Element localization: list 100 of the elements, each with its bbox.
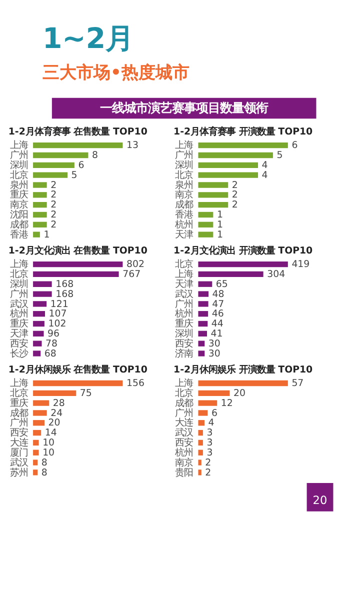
bar: [198, 162, 258, 168]
data-label: 107: [48, 308, 67, 320]
bar: [198, 440, 203, 446]
bar: [198, 400, 218, 406]
bar: [33, 350, 41, 356]
y-tick-label: 重庆: [175, 318, 194, 330]
data-label: 4: [262, 170, 268, 181]
data-label: 1: [216, 219, 223, 230]
y-tick-label: 北京: [175, 170, 194, 181]
data-label: 767: [122, 269, 141, 280]
y-tick-label: 南京: [175, 190, 194, 201]
data-label: 41: [210, 328, 223, 340]
data-label: 3: [206, 438, 213, 449]
data-label: 5: [276, 150, 283, 162]
bar: [198, 410, 208, 416]
data-label: 2: [205, 467, 212, 478]
data-label: 2: [50, 200, 57, 211]
y-tick-label: 上海: [175, 378, 194, 390]
bar: [198, 281, 212, 287]
data-label: 78: [46, 338, 58, 350]
y-tick-label: 北京: [10, 269, 28, 280]
data-label: 1: [44, 229, 50, 240]
data-label: 28: [52, 398, 65, 409]
bar: [198, 460, 202, 466]
y-tick-label: 广州: [10, 418, 28, 429]
bar: [198, 380, 288, 386]
data-label: 6: [78, 160, 84, 172]
bar: [33, 281, 52, 287]
bar: [198, 152, 273, 158]
data-label: 419: [292, 259, 310, 270]
data-label: 3: [206, 428, 213, 439]
bar: [198, 450, 203, 456]
data-label: 168: [56, 278, 74, 290]
y-tick-label: 深圳: [10, 278, 28, 290]
data-label: 1: [216, 210, 223, 221]
data-label: 75: [80, 388, 92, 399]
data-label: 2: [232, 200, 238, 211]
y-tick-label: 重庆: [10, 190, 28, 201]
y-tick-label: 大连: [175, 418, 194, 429]
data-label: 65: [216, 278, 228, 290]
y-tick-label: 天津: [175, 229, 194, 240]
data-label: 24: [50, 408, 63, 419]
data-label: 802: [126, 259, 144, 270]
data-label: 20: [48, 418, 60, 429]
y-tick-label: 广州: [10, 288, 28, 300]
y-tick-label: 杭州: [174, 219, 194, 230]
bar: [33, 301, 47, 307]
y-tick-label: 深圳: [175, 328, 194, 340]
y-tick-label: 西安: [175, 338, 194, 350]
bar: [198, 320, 208, 327]
y-tick-label: 成都: [10, 219, 28, 230]
y-tick-label: 杭州: [174, 447, 194, 458]
text: 1~2月: [42, 22, 134, 55]
bar: [198, 232, 214, 238]
data-label: 102: [48, 318, 66, 330]
bar: [198, 430, 203, 436]
bar: [198, 291, 209, 297]
y-tick-label: 北京: [175, 259, 194, 270]
data-label: 44: [211, 318, 224, 330]
bar: [33, 222, 47, 228]
y-tick-label: 重庆: [10, 318, 28, 330]
y-tick-label: 成都: [10, 408, 28, 419]
data-label: 2: [50, 180, 57, 191]
bar: [33, 330, 44, 337]
data-label: 14: [44, 428, 57, 439]
y-tick-label: 成都: [175, 200, 194, 211]
bar: [198, 311, 208, 317]
bar: [33, 440, 39, 446]
data-label: 4: [262, 160, 268, 172]
bar: [198, 142, 288, 148]
y-tick-label: 上海: [175, 269, 194, 280]
data-label: 47: [212, 298, 224, 310]
data-label: 4: [208, 418, 214, 429]
chart-title: 1-2月休闲娱乐 开演数量 TOP10: [174, 364, 314, 376]
bar: [33, 291, 52, 297]
y-tick-label: 上海: [175, 140, 194, 152]
data-label: 10: [42, 438, 55, 449]
y-tick-label: 西安: [10, 428, 28, 439]
bar: [198, 390, 230, 396]
data-label: 96: [48, 328, 60, 340]
bar: [33, 340, 42, 346]
data-label: 13: [126, 140, 138, 152]
data-label: 2: [232, 190, 238, 201]
bar: [33, 320, 44, 327]
chart-title: 1-2月休闲娱乐 在售数量 TOP10: [8, 364, 148, 376]
bar: [33, 142, 123, 148]
bar: [198, 222, 214, 228]
text: 20: [312, 492, 328, 507]
data-label: 2: [50, 219, 57, 230]
data-label: 6: [292, 140, 298, 152]
data-label: 168: [56, 288, 74, 300]
data-label: 12: [220, 398, 233, 409]
bar: [33, 470, 38, 476]
data-label: 10: [42, 447, 55, 458]
y-tick-label: 苏州: [10, 467, 28, 478]
data-label: 8: [41, 457, 48, 468]
bar: [33, 390, 76, 396]
bar: [33, 232, 40, 238]
y-tick-label: 厦门: [10, 447, 28, 458]
bar: [198, 202, 228, 208]
